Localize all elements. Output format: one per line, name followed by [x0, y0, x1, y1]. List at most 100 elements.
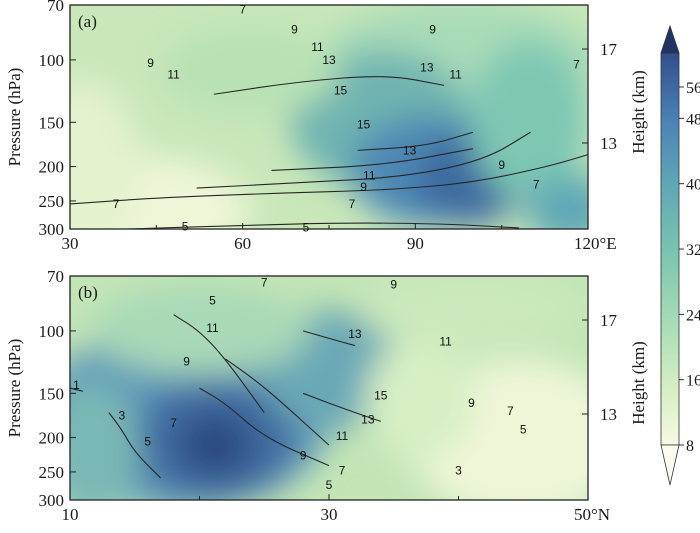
colorbar-tick-label: 24	[686, 307, 700, 324]
x-tick-label: 90	[407, 234, 424, 253]
contour-label: 3	[455, 464, 462, 478]
right-tick-label: 13	[600, 405, 617, 424]
x-tick-label: 60	[234, 234, 251, 253]
x-tick-label: 120°E	[574, 234, 617, 253]
contour-label: 11	[363, 169, 376, 183]
y-tick-label: 150	[39, 113, 65, 132]
panel-a-left-axis-label: Pressure (hPa)	[5, 68, 24, 167]
y-tick-label: 100	[39, 51, 65, 70]
panel-b-right-axis-label: Height (km)	[629, 341, 648, 425]
contour-label: 15	[334, 84, 348, 98]
contour-line-7	[199, 387, 330, 467]
colorbar-body	[660, 52, 680, 446]
colorbar-extend-top	[660, 24, 680, 54]
contour-label: 11	[311, 40, 324, 54]
contour-label: 9	[300, 449, 307, 463]
y-tick-label: 300	[39, 220, 65, 239]
y-tick-label: 200	[39, 429, 65, 448]
colorbar-tick-label: 16	[686, 373, 700, 390]
contour-label: 9	[147, 56, 154, 70]
contour-label: 7	[239, 2, 246, 16]
contour-label: 7	[339, 464, 346, 478]
contour-label: 7	[507, 404, 514, 418]
contour-label: 7	[349, 197, 356, 211]
contour-label: 7	[113, 197, 120, 211]
contour-label: 9	[291, 22, 298, 36]
y-tick-label: 300	[39, 491, 65, 510]
colorbar: 56 48 40 32 24 16 8	[660, 24, 700, 486]
contour-label: 11	[439, 334, 452, 348]
contour-label: 9	[498, 158, 505, 172]
right-tick-label: 13	[600, 134, 617, 153]
contour-label: 11	[206, 321, 219, 335]
contour-label: 9	[390, 278, 397, 292]
contour-line-3	[108, 412, 162, 479]
x-tick-label: 10	[62, 505, 79, 524]
x-tick-label: 50°N	[574, 505, 610, 524]
contour-label: 9	[360, 180, 367, 194]
panel-b-shading	[70, 276, 588, 500]
contour-label: 9	[429, 22, 436, 36]
contour-label: 13	[348, 327, 362, 341]
contour-label: 7	[170, 416, 177, 430]
contour-label: 11	[449, 68, 462, 82]
contour-line-1	[69, 387, 84, 392]
colorbar-tick-label: 56	[686, 80, 700, 97]
right-tick-label: 17	[600, 311, 618, 330]
y-tick-label: 250	[39, 192, 65, 211]
contour-label: 5	[326, 478, 333, 492]
contour-label: 15	[374, 388, 388, 402]
contour-label: 13	[403, 143, 417, 157]
contour-label: 9	[183, 355, 190, 369]
contour-label: 7	[533, 178, 540, 192]
y-tick-label: 150	[39, 384, 65, 403]
contour-line-15	[213, 76, 445, 95]
contour-line-7	[69, 154, 589, 205]
colorbar-tick-label: 32	[686, 242, 700, 259]
contour-line-9	[225, 358, 330, 446]
y-tick-label: 70	[47, 0, 64, 15]
contour-label: 15	[357, 117, 371, 131]
colorbar-extend-bottom	[660, 444, 680, 486]
contour-line-13	[302, 330, 356, 347]
x-tick-label: 30	[321, 505, 338, 524]
contour-label: 5	[520, 423, 527, 437]
colorbar-tick-label: 8	[686, 438, 694, 455]
contour-label: 11	[167, 68, 180, 82]
panel-a-shading	[70, 5, 588, 229]
panel-b-label: (b)	[78, 283, 98, 302]
contour-line-9	[196, 131, 531, 189]
contour-label: 1	[73, 378, 80, 392]
contour-line-11	[302, 392, 381, 422]
contour-label: 5	[209, 293, 216, 307]
colorbar-tick-label: 48	[686, 111, 700, 128]
y-tick-label: 200	[39, 158, 65, 177]
contour-label: 5	[303, 220, 310, 234]
contour-line-13	[357, 131, 474, 151]
contour-line-5	[173, 314, 265, 413]
contour-label: 5	[144, 434, 151, 448]
panel-a-right-axis-label: Height (km)	[629, 70, 648, 154]
contour-label: 13	[361, 413, 375, 427]
contour-line-5	[127, 222, 519, 230]
contour-label: 9	[468, 396, 475, 410]
contour-label: 7	[573, 57, 580, 71]
x-tick-label: 30	[62, 234, 79, 253]
contour-label: 7	[261, 275, 268, 289]
y-tick-label: 250	[39, 463, 65, 482]
contour-label: 13	[322, 53, 336, 67]
right-tick-label: 17	[600, 40, 618, 59]
contour-label: 3	[118, 408, 125, 422]
contour-label: 13	[420, 60, 434, 74]
contour-label: 5	[182, 219, 189, 233]
contour-label: 11	[336, 429, 349, 443]
y-tick-label: 100	[39, 322, 65, 341]
colorbar-tick-label: 40	[686, 177, 700, 194]
contour-line-11	[271, 148, 473, 171]
panel-b-left-axis-label: Pressure (hPa)	[5, 339, 24, 438]
panel-a-label: (a)	[78, 12, 97, 31]
y-tick-label: 70	[47, 267, 64, 286]
